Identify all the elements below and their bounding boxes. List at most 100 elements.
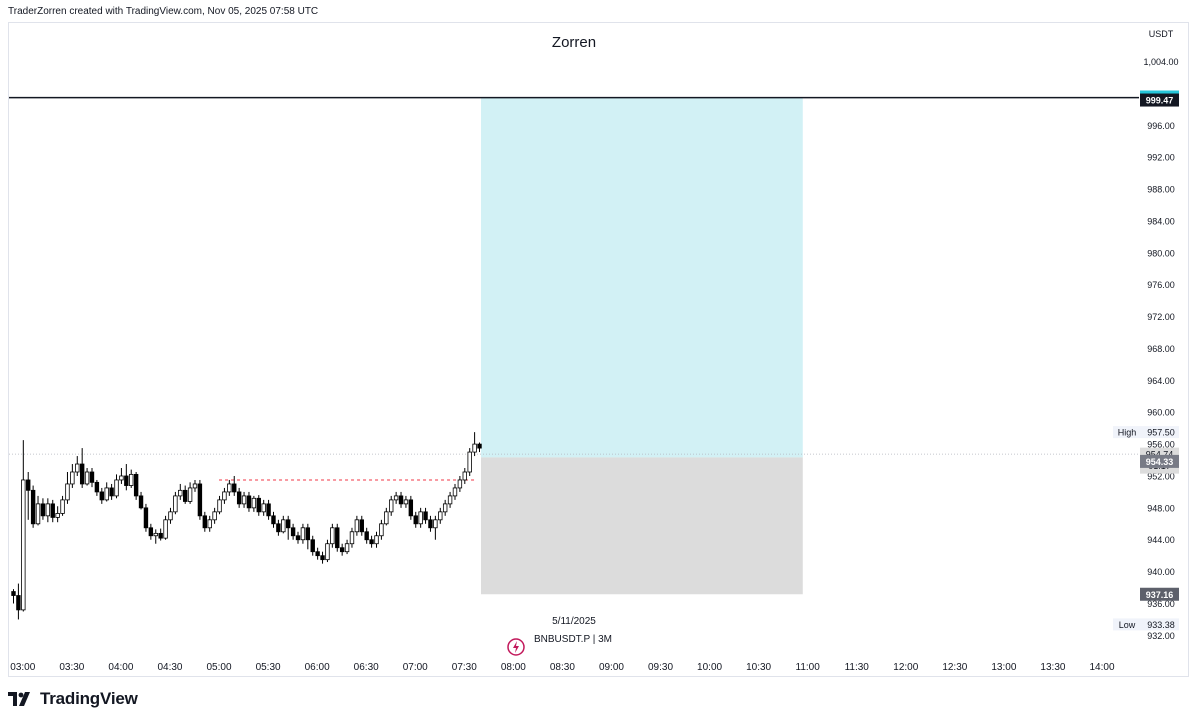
candle-body [50, 503, 55, 518]
candle-body [349, 531, 355, 545]
candle-body [310, 539, 315, 553]
candle-body [104, 487, 109, 501]
x-tick-label: 12:00 [893, 662, 918, 673]
x-tick-label: 09:30 [648, 662, 673, 673]
candle-body [398, 495, 404, 505]
x-tick-label: 07:00 [403, 662, 428, 673]
candle-body [330, 527, 335, 545]
low-label-label: Low [1119, 620, 1136, 630]
candle-body [447, 495, 453, 505]
candle-body [173, 495, 178, 513]
candle-body [442, 503, 448, 513]
candle-body [266, 503, 271, 517]
entry-price-badge[interactable] [1140, 454, 1179, 468]
x-tick-label: 03:00 [10, 662, 35, 673]
candle-body [335, 527, 340, 549]
candle-body [413, 515, 418, 525]
candle-body [197, 483, 203, 517]
candle-body [290, 527, 296, 537]
y-tick-label: 968.00 [1147, 344, 1175, 354]
candle-body [300, 527, 306, 541]
candle-body [70, 471, 75, 485]
candle-body [143, 507, 149, 529]
candle-body [55, 513, 60, 518]
candle-body [94, 481, 100, 493]
candle-body [462, 471, 467, 481]
candle-body [21, 479, 26, 611]
y-tick-label: 996.00 [1147, 121, 1175, 131]
candle-body [133, 473, 139, 497]
x-tick-label: 04:30 [157, 662, 182, 673]
candle-body [281, 519, 286, 533]
x-tick-label: 10:00 [697, 662, 722, 673]
candle-body [286, 519, 291, 529]
candle-body [227, 483, 232, 493]
tradingview-logo[interactable]: TradingView [8, 689, 138, 709]
candle-body [359, 519, 364, 533]
x-tick-label: 06:00 [305, 662, 330, 673]
candle-body [129, 473, 134, 486]
candle-body [457, 479, 463, 489]
y-tick-label: 988.00 [1147, 185, 1175, 195]
stop-price-badge[interactable] [1140, 587, 1179, 601]
y-tick-label: 940.00 [1147, 567, 1175, 577]
x-tick-label: 08:30 [550, 662, 575, 673]
candle-body [467, 451, 472, 473]
level-price-badge-text: 999.47 [1146, 96, 1174, 106]
candle-body [339, 547, 345, 553]
candle-body [384, 511, 389, 525]
x-tick-label: 05:00 [207, 662, 232, 673]
candle-body [217, 499, 222, 513]
candle-body [35, 503, 41, 525]
candle-body [472, 443, 477, 453]
entry-price-badge-text: 954.33 [1146, 457, 1174, 467]
chart-title: Zorren [552, 34, 596, 51]
stop-price-badge-text: 937.16 [1146, 590, 1174, 600]
current-price-text: 954.74 [1146, 450, 1174, 460]
x-tick-label: 03:30 [59, 662, 84, 673]
candle-body [148, 527, 154, 537]
candle-body [251, 497, 257, 509]
candle-body [261, 503, 266, 513]
y-tick-label: 984.00 [1147, 216, 1175, 226]
y-tick-label: 976.00 [1147, 280, 1175, 290]
stop-zone[interactable] [481, 457, 803, 595]
lightning-icon [513, 641, 519, 653]
high-label-label: High [1118, 428, 1137, 438]
tradingview-logo-text: TradingView [40, 689, 138, 708]
x-tick-label: 11:30 [845, 662, 870, 673]
candle-body [364, 531, 369, 541]
x-tick-label: 12:30 [942, 662, 967, 673]
candle-body [374, 535, 379, 545]
candle-body [109, 487, 114, 497]
candle-body [182, 489, 188, 502]
x-tick-label: 04:00 [108, 662, 133, 673]
candle-body [354, 519, 360, 533]
symbol-label: BNBUSDT.P | 3M [534, 634, 612, 645]
candle-body [16, 595, 21, 611]
candle-body [393, 495, 399, 501]
candle-body [45, 503, 51, 517]
target-zone[interactable] [481, 97, 803, 458]
candle-body [99, 491, 104, 501]
candle-body [26, 479, 31, 491]
y-tick-label: 932.00 [1147, 631, 1175, 641]
candle-body [433, 519, 438, 529]
chart-frame [8, 22, 1189, 677]
candle-body [119, 475, 124, 481]
candle-body [75, 463, 80, 473]
candle-body [276, 523, 281, 533]
y-tick-label: 952.00 [1147, 471, 1175, 481]
low-label-value: 933.38 [1147, 620, 1175, 630]
high-label-value: 957.50 [1147, 428, 1175, 438]
candle-body [379, 523, 384, 537]
candle-body [207, 519, 212, 529]
level-price-badge[interactable] [1140, 93, 1179, 107]
candle-body [408, 499, 414, 517]
candle-body [202, 515, 208, 529]
candle-body [138, 495, 144, 509]
candle-body [241, 495, 247, 505]
y-axis-unit: USDT [1149, 29, 1174, 39]
candle-body [79, 463, 85, 485]
